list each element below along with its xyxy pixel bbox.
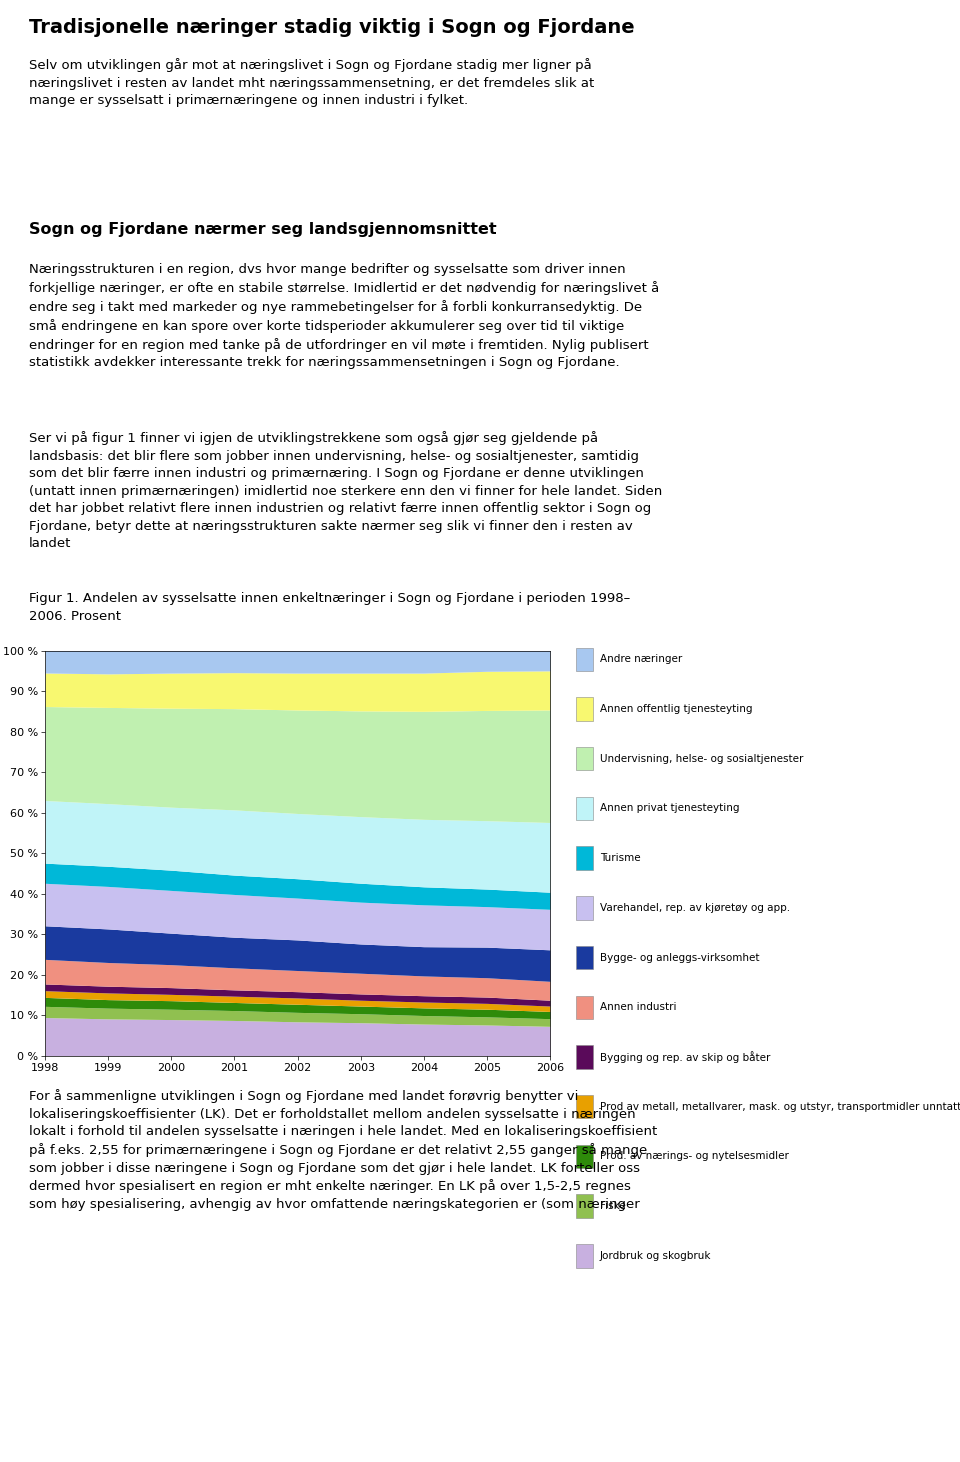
Text: Undervisning, helse- og sosialtjenester: Undervisning, helse- og sosialtjenester <box>600 754 804 763</box>
Text: For å sammenligne utviklingen i Sogn og Fjordane med landet forøvrig benytter vi: For å sammenligne utviklingen i Sogn og … <box>29 1089 657 1211</box>
Text: Sogn og Fjordane nærmer seg landsgjennomsnittet: Sogn og Fjordane nærmer seg landsgjennom… <box>29 222 496 237</box>
Text: Selv om utviklingen går mot at næringslivet i Sogn og Fjordane stadig mer ligner: Selv om utviklingen går mot at næringsli… <box>29 58 594 107</box>
Text: Andre næringer: Andre næringer <box>600 655 683 664</box>
Text: Fiske: Fiske <box>600 1202 626 1211</box>
Text: Prod. av nærings- og nytelsesmidler: Prod. av nærings- og nytelsesmidler <box>600 1152 789 1161</box>
Text: Næringsstrukturen i en region, dvs hvor mange bedrifter og sysselsatte som drive: Næringsstrukturen i en region, dvs hvor … <box>29 263 660 370</box>
Text: Tradisjonelle næringer stadig viktig i Sogn og Fjordane: Tradisjonelle næringer stadig viktig i S… <box>29 18 635 37</box>
Text: Varehandel, rep. av kjøretøy og app.: Varehandel, rep. av kjøretøy og app. <box>600 904 790 912</box>
Text: Turisme: Turisme <box>600 854 640 863</box>
Text: Jordbruk og skogbruk: Jordbruk og skogbruk <box>600 1251 711 1260</box>
Text: Ser vi på figur 1 finner vi igjen de utviklingstrekkene som også gjør seg gjelde: Ser vi på figur 1 finner vi igjen de utv… <box>29 431 662 550</box>
Text: Bygging og rep. av skip og båter: Bygging og rep. av skip og båter <box>600 1051 770 1063</box>
Text: Annen industri: Annen industri <box>600 1003 677 1012</box>
Text: Figur 1. Andelen av sysselsatte innen enkeltnæringer i Sogn og Fjordane i period: Figur 1. Andelen av sysselsatte innen en… <box>29 592 630 623</box>
Text: Bygge- og anleggs-virksomhet: Bygge- og anleggs-virksomhet <box>600 953 759 962</box>
Text: Prod av metall, metallvarer, mask. og utstyr, transportmidler unntatt skip: Prod av metall, metallvarer, mask. og ut… <box>600 1102 960 1111</box>
Text: Annen offentlig tjenesteyting: Annen offentlig tjenesteyting <box>600 705 753 713</box>
Text: Annen privat tjenesteyting: Annen privat tjenesteyting <box>600 804 739 813</box>
